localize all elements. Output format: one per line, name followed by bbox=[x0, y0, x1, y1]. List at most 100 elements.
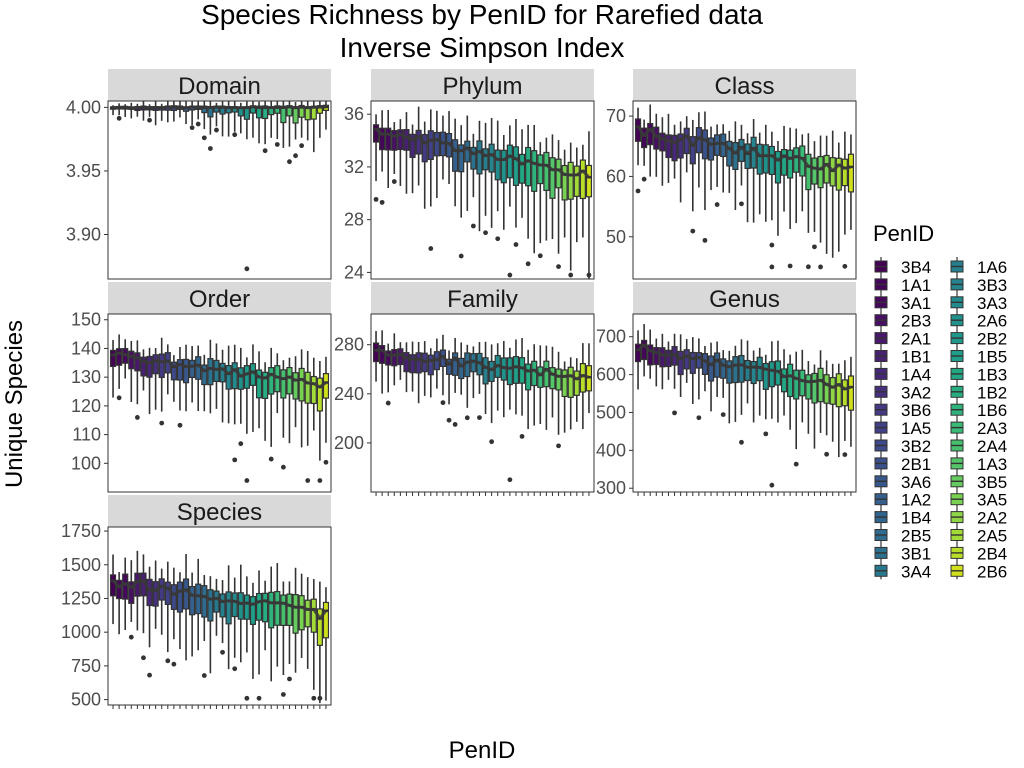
legend-item-1A5: 1A5 bbox=[874, 418, 931, 438]
legend-label: 2B6 bbox=[977, 562, 1007, 581]
panel-genus: Genus 700 600 500 400 300 bbox=[596, 282, 857, 498]
box-body bbox=[189, 585, 196, 616]
outlier-point bbox=[458, 253, 464, 259]
box-body bbox=[512, 356, 520, 384]
panel-strip-label-order: Order bbox=[189, 286, 250, 313]
outlier-point bbox=[171, 661, 177, 667]
box-order-2B3 bbox=[128, 340, 135, 402]
box-genus-2A3 bbox=[799, 349, 806, 423]
outlier-point bbox=[373, 196, 379, 202]
box-class-2B5 bbox=[726, 130, 733, 193]
box-species-3A1 bbox=[122, 557, 129, 630]
box-body bbox=[665, 349, 672, 368]
box-body bbox=[243, 365, 250, 389]
box-body bbox=[506, 144, 513, 179]
legend-label: 2A5 bbox=[977, 527, 1007, 546]
box-body bbox=[268, 367, 275, 395]
panel-border-class bbox=[632, 100, 857, 280]
chart-title-line-1: Species Richness by PenID for Rarefied d… bbox=[201, 0, 763, 30]
outlier-point bbox=[201, 673, 207, 678]
box-family-2A5 bbox=[573, 358, 580, 422]
outlier-point bbox=[477, 415, 482, 421]
box-body bbox=[152, 581, 159, 607]
outlier-point bbox=[214, 127, 219, 133]
box-order-1B4 bbox=[195, 345, 202, 412]
box-body bbox=[707, 355, 715, 382]
box-body bbox=[298, 367, 305, 402]
box-body bbox=[225, 591, 232, 625]
box-class-2B3 bbox=[653, 113, 660, 177]
box-body bbox=[292, 372, 299, 400]
box-genus-1B5 bbox=[774, 340, 782, 423]
box-order-2B2 bbox=[243, 357, 250, 483]
box-body bbox=[207, 358, 214, 386]
box-order-2B5 bbox=[201, 354, 208, 412]
box-genus-2B4 bbox=[841, 360, 848, 457]
box-body bbox=[286, 593, 293, 626]
box-order-3A6 bbox=[182, 344, 190, 412]
box-body bbox=[695, 352, 702, 369]
box-domain-3A2 bbox=[152, 101, 159, 126]
box-order-3A2 bbox=[152, 348, 159, 410]
panel-family: Family 280 240 200 bbox=[334, 282, 595, 496]
y-tick-label: 32 bbox=[344, 157, 364, 177]
box-body bbox=[231, 592, 238, 618]
median-trend-line-species bbox=[111, 579, 328, 620]
legend-label: 3A6 bbox=[901, 473, 931, 492]
box-class-1A4 bbox=[671, 124, 678, 179]
box-body bbox=[262, 592, 269, 623]
box-species-1B1 bbox=[140, 554, 147, 661]
outlier-point bbox=[232, 666, 238, 672]
box-body bbox=[280, 369, 287, 399]
box-body bbox=[140, 356, 147, 377]
legend-item-3B1: 3B1 bbox=[874, 543, 931, 563]
outlier-point bbox=[489, 439, 495, 445]
box-family-1A6 bbox=[482, 341, 489, 415]
legend-item-1A1: 1A1 bbox=[874, 274, 931, 295]
box-body bbox=[531, 150, 538, 192]
box-species-1A5 bbox=[164, 561, 171, 664]
box-body bbox=[561, 164, 568, 201]
box-body bbox=[286, 366, 293, 395]
y-tick-label: 140 bbox=[71, 338, 101, 358]
outlier-point bbox=[116, 395, 122, 401]
box-body bbox=[567, 366, 574, 398]
box-body bbox=[488, 360, 495, 382]
box-class-3B6 bbox=[683, 116, 690, 173]
box-body bbox=[415, 352, 422, 374]
box-class-2A4 bbox=[805, 133, 812, 270]
median-trend-line-family bbox=[375, 348, 590, 381]
box-body bbox=[647, 122, 654, 146]
box-order-3A4 bbox=[213, 343, 220, 409]
box-body bbox=[653, 347, 660, 366]
box-domain-2B6 bbox=[322, 101, 330, 130]
box-phylum-2A4 bbox=[543, 137, 550, 241]
outlier-point bbox=[769, 242, 775, 248]
outlier-point bbox=[769, 264, 775, 270]
legend-label: 2B3 bbox=[901, 312, 931, 331]
box-phylum-1B3 bbox=[518, 129, 526, 218]
box-order-1A3 bbox=[286, 357, 293, 444]
box-class-3A1 bbox=[647, 104, 654, 177]
box-genus-2A1 bbox=[659, 333, 666, 390]
box-family-1B2 bbox=[525, 349, 532, 430]
y-tick-label: 70 bbox=[606, 106, 626, 126]
outlier-point bbox=[635, 188, 641, 194]
legend-label: 3B5 bbox=[977, 473, 1007, 492]
box-body bbox=[403, 352, 410, 373]
outlier-point bbox=[763, 431, 769, 437]
box-genus-1B4 bbox=[720, 350, 727, 418]
box-body bbox=[579, 159, 586, 200]
box-species-3B5 bbox=[292, 567, 299, 673]
y-tick-label: 240 bbox=[334, 384, 364, 404]
box-body bbox=[433, 131, 440, 157]
box-body bbox=[182, 578, 190, 610]
box-body bbox=[207, 589, 214, 622]
legend-label: 1B5 bbox=[977, 348, 1007, 367]
box-body bbox=[738, 354, 745, 383]
box-body bbox=[458, 144, 465, 173]
box-body bbox=[415, 129, 422, 155]
y-tick-label: 700 bbox=[596, 327, 626, 347]
box-phylum-2B4 bbox=[579, 144, 586, 238]
outlier-point bbox=[232, 457, 238, 463]
